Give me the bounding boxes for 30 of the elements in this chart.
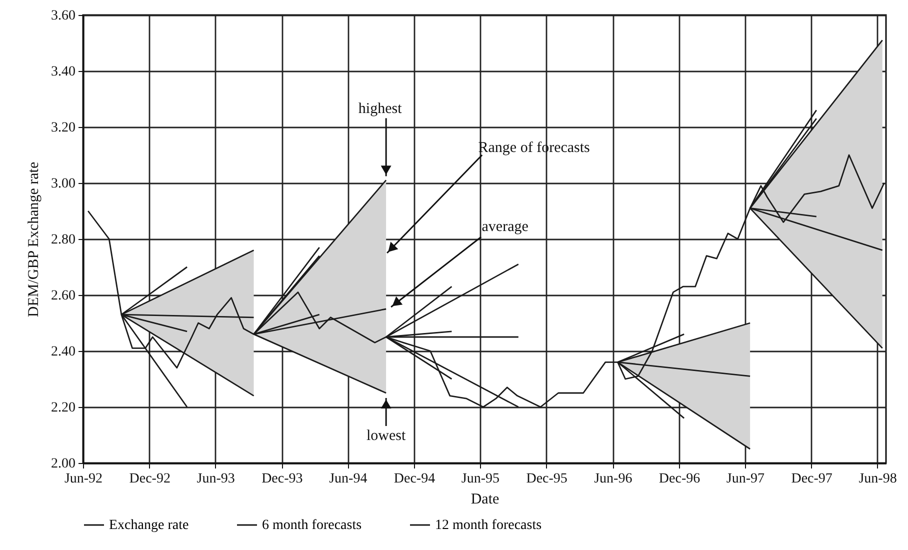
x-tick-label: Dec-92 [129,472,170,486]
x-tick-label: Jun-96 [594,472,632,486]
legend-label: Exchange rate [109,518,189,533]
x-tick-label: Dec-93 [262,472,303,486]
x-tick-label: Jun-95 [461,472,500,486]
y-tick-label: 3.00 [51,176,76,192]
y-tick-label: 3.40 [51,64,76,80]
annotation: lowest [366,428,406,444]
x-tick-label: Jun-93 [196,472,235,486]
legend-label: 12 month forecasts [435,518,542,533]
y-axis-title: DEM/GBP Exchange rate [26,162,42,318]
legend-label: 6 month forecasts [262,518,362,533]
x-tick-label: Jun-94 [329,472,368,486]
x-tick-label: Jun-98 [858,472,897,486]
x-axis-title: Date [470,492,500,508]
y-tick-label: 2.00 [51,456,76,472]
x-tick-label: Dec-95 [526,472,568,486]
x-tick-label: Jun-97 [726,472,765,486]
y-tick-label: 2.20 [51,400,76,416]
y-tick-label: 2.80 [51,232,76,248]
y-tick-label: 3.20 [51,120,76,136]
y-tick-label: 2.40 [51,344,76,360]
y-tick-label: 3.60 [51,8,76,24]
x-tick-label: Dec-97 [791,472,832,486]
annotation: highest [358,101,403,118]
x-tick-label: Jun-92 [64,472,103,486]
x-tick-label: Dec-94 [394,472,436,486]
x-tick-label: Dec-96 [658,472,700,486]
y-tick-label: 2.60 [51,288,76,304]
annotation: average [482,219,529,235]
